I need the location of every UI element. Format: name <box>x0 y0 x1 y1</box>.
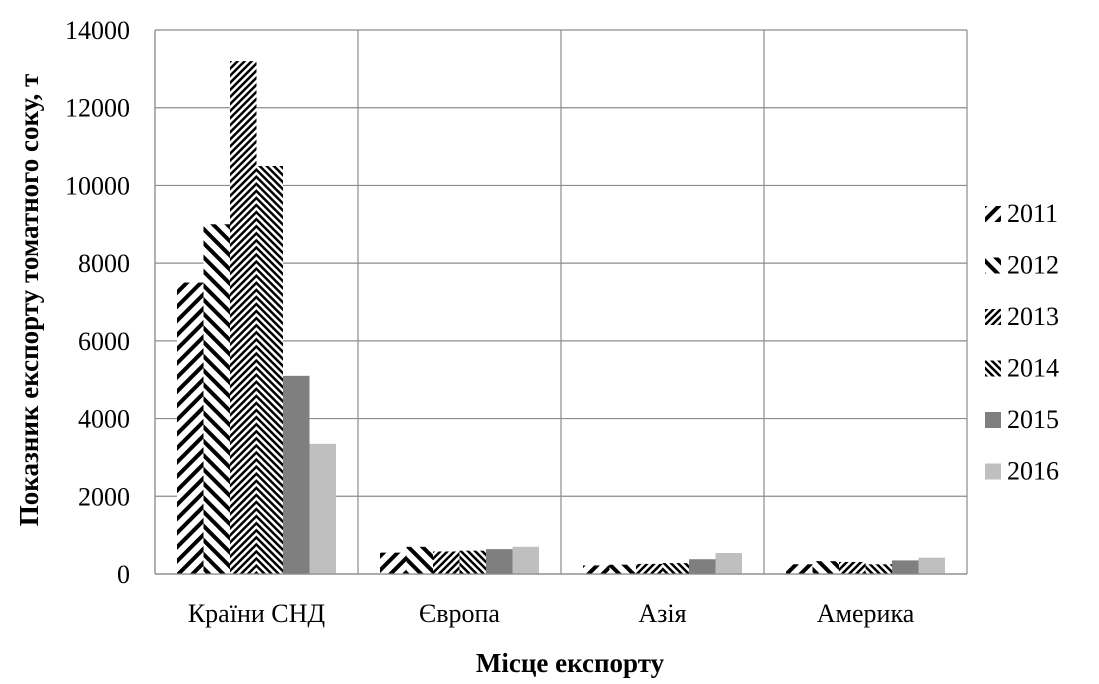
legend-swatch-2011 <box>985 206 1001 222</box>
legend-label: 2014 <box>1007 354 1059 383</box>
bar-2016-2 <box>715 553 742 574</box>
x-axis-title: Місце експорту <box>476 648 665 678</box>
bar-2013-3 <box>839 561 866 574</box>
x-tick-label: Азія <box>638 599 686 628</box>
x-tick-label: Країни СНД <box>188 599 326 628</box>
bar-2014-3 <box>865 564 892 574</box>
bar-2011-1 <box>380 552 407 574</box>
x-tick-label: Європа <box>419 599 500 628</box>
bar-2011-0 <box>177 282 204 574</box>
bar-2014-1 <box>459 550 486 574</box>
legend: 2011 2012 2013 2014 2015 2016 <box>985 199 1059 486</box>
bar-2012-2 <box>609 564 636 574</box>
bar-2015-0 <box>283 375 310 574</box>
x-tick-label: Америка <box>817 599 915 628</box>
y-tick-label: 8000 <box>78 249 130 278</box>
bar-2012-0 <box>203 224 230 575</box>
y-tick-label: 12000 <box>65 94 130 123</box>
y-tick-label: 10000 <box>65 171 130 200</box>
bar-2016-3 <box>918 557 945 574</box>
legend-label: 2011 <box>1007 199 1058 228</box>
y-axis-title: Показник експорту томатного соку, т <box>14 74 44 526</box>
bar-2011-2 <box>583 565 610 574</box>
bar-2015-1 <box>486 549 513 574</box>
y-tick-label: 14000 <box>65 16 130 45</box>
bar-2011-3 <box>786 564 813 574</box>
bar-2013-1 <box>433 551 460 574</box>
legend-swatch-2013 <box>985 309 1001 325</box>
legend-swatch-2012 <box>985 257 1001 274</box>
y-tick-label: 4000 <box>78 405 130 434</box>
bar-2016-0 <box>309 443 336 574</box>
tick-labels: 0 2000 4000 6000 8000 10000 12000 14000 Країни С… <box>65 16 915 628</box>
legend-swatch-2014 <box>985 360 1001 377</box>
bar-2015-3 <box>892 560 919 574</box>
legend-swatch-2016 <box>985 463 1001 480</box>
y-tick-label: 6000 <box>78 327 130 356</box>
bar-2013-2 <box>636 563 663 574</box>
bars <box>177 61 945 575</box>
legend-label: 2015 <box>1007 405 1059 434</box>
bar-2015-2 <box>689 559 716 574</box>
bar-2013-0 <box>230 61 257 575</box>
y-tick-label: 0 <box>117 560 130 589</box>
bar-2016-1 <box>512 546 539 574</box>
legend-label: 2016 <box>1007 457 1059 486</box>
y-tick-label: 2000 <box>78 482 130 511</box>
bar-2014-2 <box>662 563 689 574</box>
legend-label: 2013 <box>1007 302 1059 331</box>
bar-2012-1 <box>406 546 433 574</box>
axes <box>154 30 967 575</box>
bar-2014-0 <box>256 166 283 574</box>
legend-swatch-2015 <box>985 412 1001 428</box>
bar-2012-3 <box>812 561 839 574</box>
legend-label: 2012 <box>1007 251 1059 280</box>
